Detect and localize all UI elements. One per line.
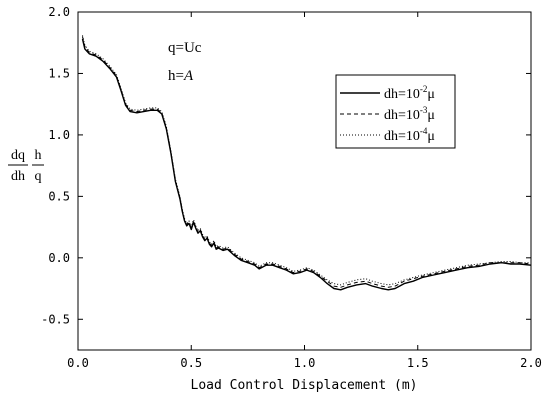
y-tick-label: 2.0 xyxy=(48,5,70,19)
legend-label-2: dh=10-3μ xyxy=(384,105,435,123)
series-layer xyxy=(81,35,532,291)
y-label-num-right: h xyxy=(35,148,42,163)
y-label-num-left: dq xyxy=(11,148,25,163)
annotation-h-var: A xyxy=(183,68,194,84)
annotation-h: h=A xyxy=(168,68,194,84)
y-axis-ticks: -0.5 0.0 0.5 1.0 1.5 2.0 xyxy=(41,5,531,326)
annotation-h-prefix: h= xyxy=(168,68,184,84)
legend-box xyxy=(335,74,456,149)
legend-label-1: dh=10-2μ xyxy=(384,84,435,102)
plot-frame xyxy=(77,11,532,351)
y-tick-label: 1.0 xyxy=(48,128,70,142)
series-line-dotted xyxy=(82,35,531,286)
x-tick-label: 2.0 xyxy=(520,356,542,370)
legend-label-3: dh=10-4μ xyxy=(384,126,435,144)
legend: dh=10-2μ dh=10-3μ dh=10-4μ xyxy=(335,74,456,149)
x-axis-label: Load Control Displacement (m) xyxy=(191,378,418,393)
annotation-q: q=Uc xyxy=(168,40,202,56)
x-tick-label: 0.0 xyxy=(67,356,89,370)
x-tick-label: 1.0 xyxy=(294,356,316,370)
x-tick-label: 1.5 xyxy=(407,356,429,370)
y-label-den-left: dh xyxy=(11,169,25,184)
series-line-dashed xyxy=(82,36,532,288)
y-axis-label: dq dh h q xyxy=(8,148,44,184)
y-tick-label: 1.5 xyxy=(48,66,70,80)
y-tick-label: -0.5 xyxy=(41,312,70,326)
y-tick-label: 0.0 xyxy=(48,251,70,265)
x-tick-label: 0.5 xyxy=(180,356,202,370)
y-label-den-right: q xyxy=(35,169,42,184)
x-axis-ticks: 0.0 0.5 1.0 1.5 2.0 xyxy=(67,12,542,370)
series-line-solid xyxy=(81,38,532,291)
y-tick-label: 0.5 xyxy=(48,189,70,203)
